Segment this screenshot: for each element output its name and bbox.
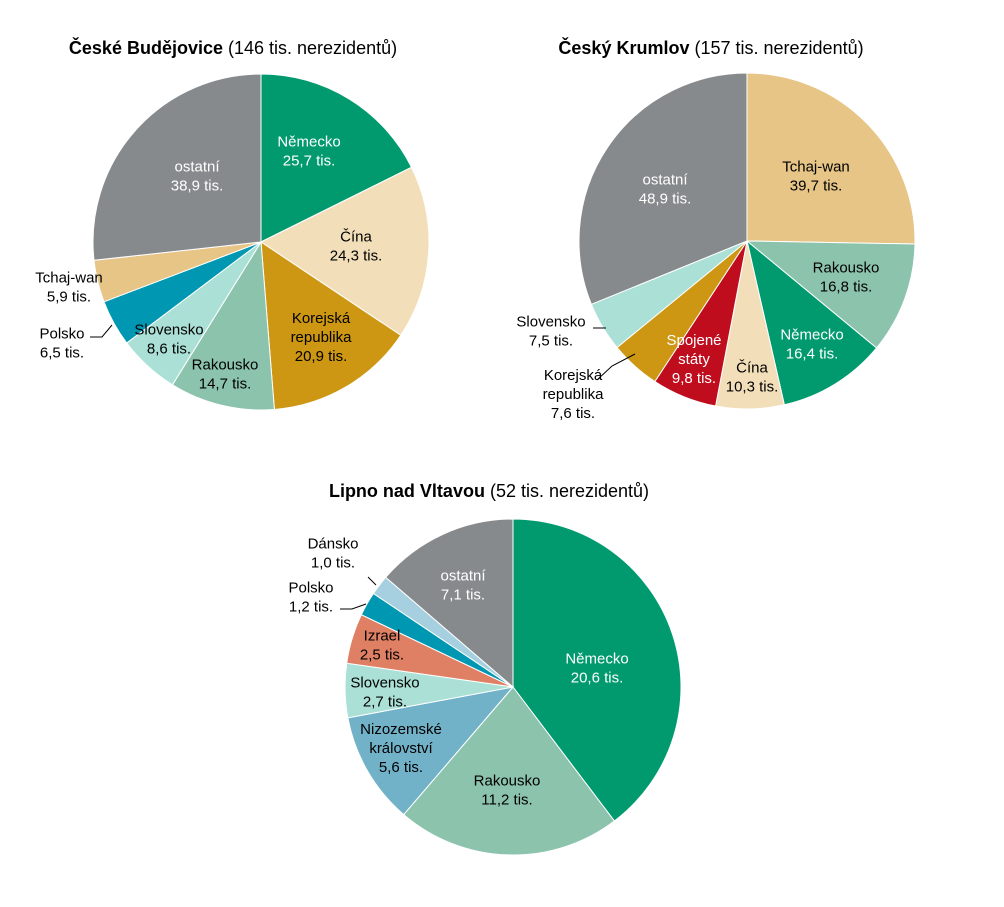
slice-data-label: Izrael 2,5 tis. (360, 628, 404, 664)
slice-data-label: Polsko 6,5 tis. (39, 326, 84, 362)
pie-slice (260, 73, 413, 243)
pie-slice (403, 686, 616, 856)
pie-slice (347, 686, 515, 816)
pie-slice (260, 166, 430, 336)
slice-data-label: Tchaj-wan 39,7 tis. (782, 159, 850, 195)
chart-title-main: Český Krumlov (558, 38, 690, 58)
pie-1: Tchaj-wan 39,7 tis. Rakousko 16,8 tis. Němec… (516, 72, 916, 422)
slice-data-label: Rakousko 11,2 tis. (474, 773, 541, 809)
chart-subtitle: (52 tis. nerezidentů) (489, 481, 650, 501)
chart-title-budejovice: České Budějovice (146 tis. nerezidentů) (69, 38, 397, 59)
chart-title-krumlov: Český Krumlov (157 tis. nerezidentů) (558, 38, 863, 59)
slice-data-label: Slovensko 2,7 tis. (350, 675, 419, 711)
slice-data-label: Čína 10,3 tis. (726, 360, 779, 396)
pie-0: Německo 25,7 tis. Čína 24,3 tis. Korejská rep… (35, 73, 430, 411)
chart-title-lipno: Lipno nad Vltavou (52 tis. nerezidentů) (329, 481, 649, 502)
pie-slice (745, 240, 916, 349)
slice-data-label: ostatní 7,1 tis. (440, 568, 486, 604)
slice-data-label: Polsko 1,2 tis. (288, 580, 333, 616)
slice-data-label: Rakousko 14,7 tis. (192, 357, 259, 393)
chart-subtitle: (146 tis. nerezidentů) (228, 38, 398, 58)
pie-2: Německo 20,6 tis. Rakousko 11,2 tis. Nizozem… (288, 518, 682, 856)
slice-data-label: Nizozemské království 5,6 tis. (360, 721, 442, 776)
label-leader-line (340, 603, 367, 610)
label-leader-line (90, 324, 113, 338)
slice-data-label: Spojené státy 9,8 tis. (666, 332, 721, 387)
slice-data-label: Německo 25,7 tis. (277, 134, 340, 170)
pie-slice (746, 239, 878, 406)
pie-slice (171, 240, 275, 411)
chart-subtitle: (157 tis. nerezidentů) (694, 38, 864, 58)
pie-slice (512, 518, 682, 822)
slice-data-label: ostatní 48,9 tis. (639, 172, 692, 208)
pie-slice (746, 72, 916, 245)
slice-data-label: Tchaj-wan 5,9 tis. (35, 270, 103, 306)
slice-data-label: Německo 16,4 tis. (780, 327, 843, 363)
pie-slice (260, 241, 402, 411)
slice-data-label: Čína 24,3 tis. (330, 229, 383, 265)
label-leader-line (596, 353, 636, 381)
chart-title-main: České Budějovice (68, 38, 223, 58)
slice-data-label: Rakousko 16,8 tis. (813, 260, 880, 296)
slice-data-label: Slovensko 7,5 tis. (516, 314, 585, 350)
slice-data-label: Korejská republika 20,9 tis. (291, 310, 353, 365)
slice-data-label: ostatní 38,9 tis. (171, 159, 224, 195)
pie-slice (92, 73, 262, 261)
chart-title-main: Lipno nad Vltavou (328, 481, 485, 501)
slice-data-label: Slovensko 8,6 tis. (134, 322, 203, 358)
slice-data-label: Dánsko 1,0 tis. (308, 536, 359, 572)
pie-slice (578, 72, 748, 305)
slice-data-label: Korejská republika 7,6 tis. (543, 367, 605, 422)
pie-slice (385, 518, 514, 689)
label-leader-line (367, 576, 377, 586)
slice-data-label: Německo 20,6 tis. (565, 651, 628, 687)
